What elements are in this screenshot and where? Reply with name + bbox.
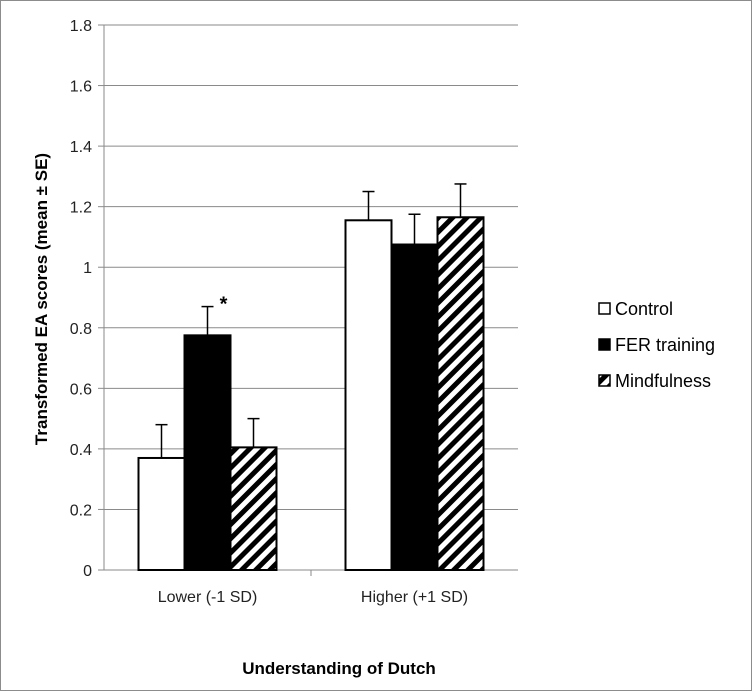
y-tick-label: 0 [83,563,92,580]
y-tick-label: 1.8 [70,18,92,35]
significance-marker: * [220,294,228,316]
legend-swatch [598,374,611,387]
bars [137,183,485,572]
tick-labels: 0 0.2 0.4 0.6 0.8 1 1.2 1.4 1.6 1.8 Lower (-1 SD) *… [70,18,468,606]
y-tick-label: 0.8 [70,321,92,338]
legend-label: Mindfulness [615,371,711,391]
x-tick-label: Lower (-1 SD) [158,589,258,606]
bar-mindfulness [229,446,278,571]
legend-label: Control [615,299,673,319]
bar-mindfulness [436,216,485,571]
y-tick-label: 0.2 [70,502,92,519]
y-tick-label: 1.4 [70,139,92,156]
y-axis-title: Transformed EA scores (mean ± SE) [32,153,51,445]
x-axis-title: Understanding of Dutch [242,659,436,678]
y-tick-label: 0.4 [70,442,92,459]
legend: Control FER training Mindfulness [598,299,715,391]
y-tick-label: 1.2 [70,200,92,217]
y-tick-label: 0.6 [70,381,92,398]
bar-fer-training [390,243,439,571]
legend-swatch [598,302,611,315]
bar-control [137,456,186,572]
legend-label: FER training [615,335,715,355]
y-tick-label: 1 [83,260,92,277]
x-tick-label: Higher (+1 SD) [361,589,468,606]
bar-control [344,219,393,572]
bar-fer-training [183,334,232,571]
legend-swatch [598,338,611,351]
y-tick-label: 1.6 [70,79,92,96]
gridlines [104,24,518,510]
